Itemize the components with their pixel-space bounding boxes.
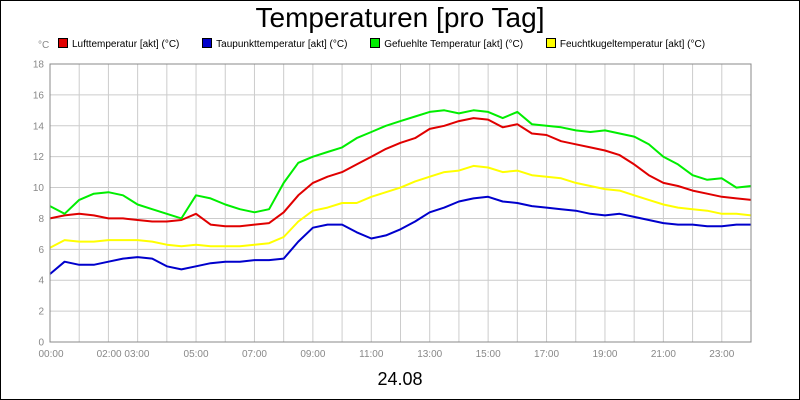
x-tick-label: 09:00	[300, 349, 325, 360]
series-line-1	[49, 195, 751, 275]
series-lines	[49, 109, 752, 275]
series-line-3	[49, 164, 752, 249]
legend-item-gefuehlte-temperatur: Gefuehlte Temperatur [akt] (°C)	[370, 38, 523, 50]
legend-label: Feuchtkugeltemperatur [akt] (°C)	[559, 39, 706, 50]
y-tick-label: 14	[33, 121, 45, 132]
legend-label: Taupunkttemperatur [akt] (°C)	[216, 39, 348, 50]
legend: Lufttemperatur [akt] (°C) Taupunkttemper…	[58, 38, 725, 50]
x-tick-label: 17:00	[534, 349, 559, 360]
x-tick-label: 02:00 03:00	[97, 349, 150, 360]
y-tick-label: 10	[33, 183, 45, 194]
x-tick-label: 15:00	[476, 349, 501, 360]
x-tick-label: 19:00	[592, 349, 617, 360]
legend-label: Lufttemperatur [akt] (°C)	[72, 39, 180, 50]
x-tick-label: 23:00	[709, 349, 734, 360]
legend-swatch	[58, 38, 68, 48]
chart-title: Temperaturen [pro Tag]	[255, 2, 545, 33]
series-line-2	[49, 109, 752, 220]
y-tick-label: 4	[38, 276, 44, 287]
axis-ticks: 0 2 4 6 8 10 12 14 16 18 00:00 02:00 03:00 05:00 07:0…	[33, 60, 735, 361]
series-line-0	[49, 117, 752, 228]
legend-item-feuchtkugeltemperatur: Feuchtkugeltemperatur [akt] (°C)	[545, 38, 706, 50]
legend-swatch	[370, 38, 381, 48]
y-tick-label: 16	[33, 90, 45, 101]
x-tick-label: 21:00	[651, 349, 676, 360]
x-tick-label: 11:00	[359, 349, 384, 360]
x-tick-label: 07:00	[242, 349, 267, 360]
legend-item-taupunkttemperatur: Taupunkttemperatur [akt] (°C)	[202, 38, 347, 50]
x-tick-label: 05:00	[184, 349, 209, 360]
legend-swatch	[202, 38, 213, 48]
y-tick-label: 0	[38, 338, 44, 349]
x-tick-label: 13:00	[417, 349, 442, 360]
legend-swatch	[545, 38, 556, 48]
y-tick-label: 2	[38, 307, 44, 318]
plot-border	[49, 63, 752, 343]
y-tick-label: 12	[33, 152, 45, 163]
legend-label: Gefuehlte Temperatur [akt] (°C)	[384, 39, 524, 50]
y-tick-label: 6	[38, 245, 44, 256]
y-tick-label: 18	[33, 60, 45, 71]
y-axis-unit: °C	[38, 40, 50, 51]
legend-item-lufttemperatur: Lufttemperatur [akt] (°C)	[58, 38, 179, 50]
x-axis-date-label: 24.08	[377, 369, 423, 389]
y-tick-label: 8	[38, 214, 44, 225]
grid	[50, 63, 751, 343]
x-tick-label: 00:00	[38, 349, 63, 360]
